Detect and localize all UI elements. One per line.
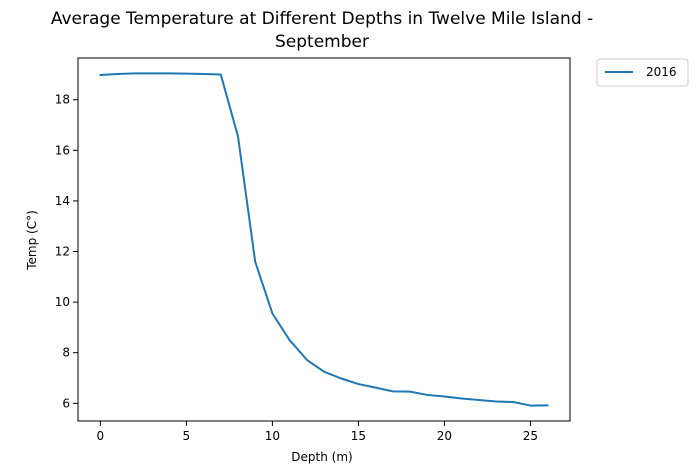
y-tick-label: 8 [62,346,70,360]
plot-frame [77,57,571,422]
x-tick-label: 20 [437,429,452,443]
x-tick-label: 10 [265,429,280,443]
y-axis-label: Temp (C°) [25,210,39,271]
chart-title-line-2: September [275,32,369,52]
x-axis-label: Depth (m) [291,450,352,464]
x-axis-ticks: 0 5 10 15 20 25 [97,421,538,443]
legend-box [596,58,689,87]
series-layer [99,72,549,407]
y-tick-label: 18 [55,93,70,107]
series-line-2016 [99,72,549,407]
x-tick-label: 5 [183,429,191,443]
x-tick-label: 15 [351,429,366,443]
y-tick-label: 14 [55,194,70,208]
legend-label-2016: 2016 [646,65,677,79]
y-tick-label: 10 [55,295,70,309]
chart-title-line-1: Average Temperature at Different Depths … [51,9,593,29]
y-tick-label: 12 [55,245,70,259]
y-axis-ticks: 6 8 10 12 14 16 18 [55,93,78,410]
x-tick-label: 0 [97,429,105,443]
y-tick-label: 16 [55,143,70,157]
x-tick-label: 25 [523,429,538,443]
legend: 2016 [596,58,689,87]
y-tick-label: 6 [62,396,70,410]
